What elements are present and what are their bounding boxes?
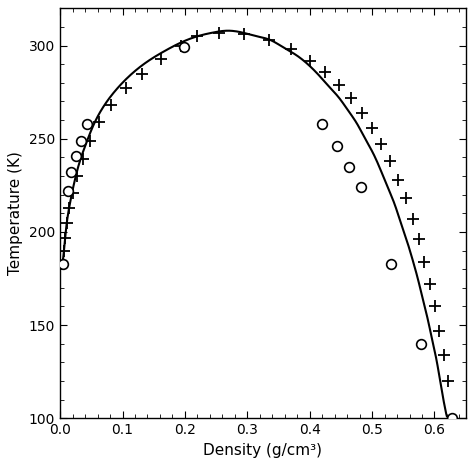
Y-axis label: Temperature (K): Temperature (K) bbox=[9, 151, 23, 275]
X-axis label: Density (g/cm³): Density (g/cm³) bbox=[203, 443, 322, 458]
